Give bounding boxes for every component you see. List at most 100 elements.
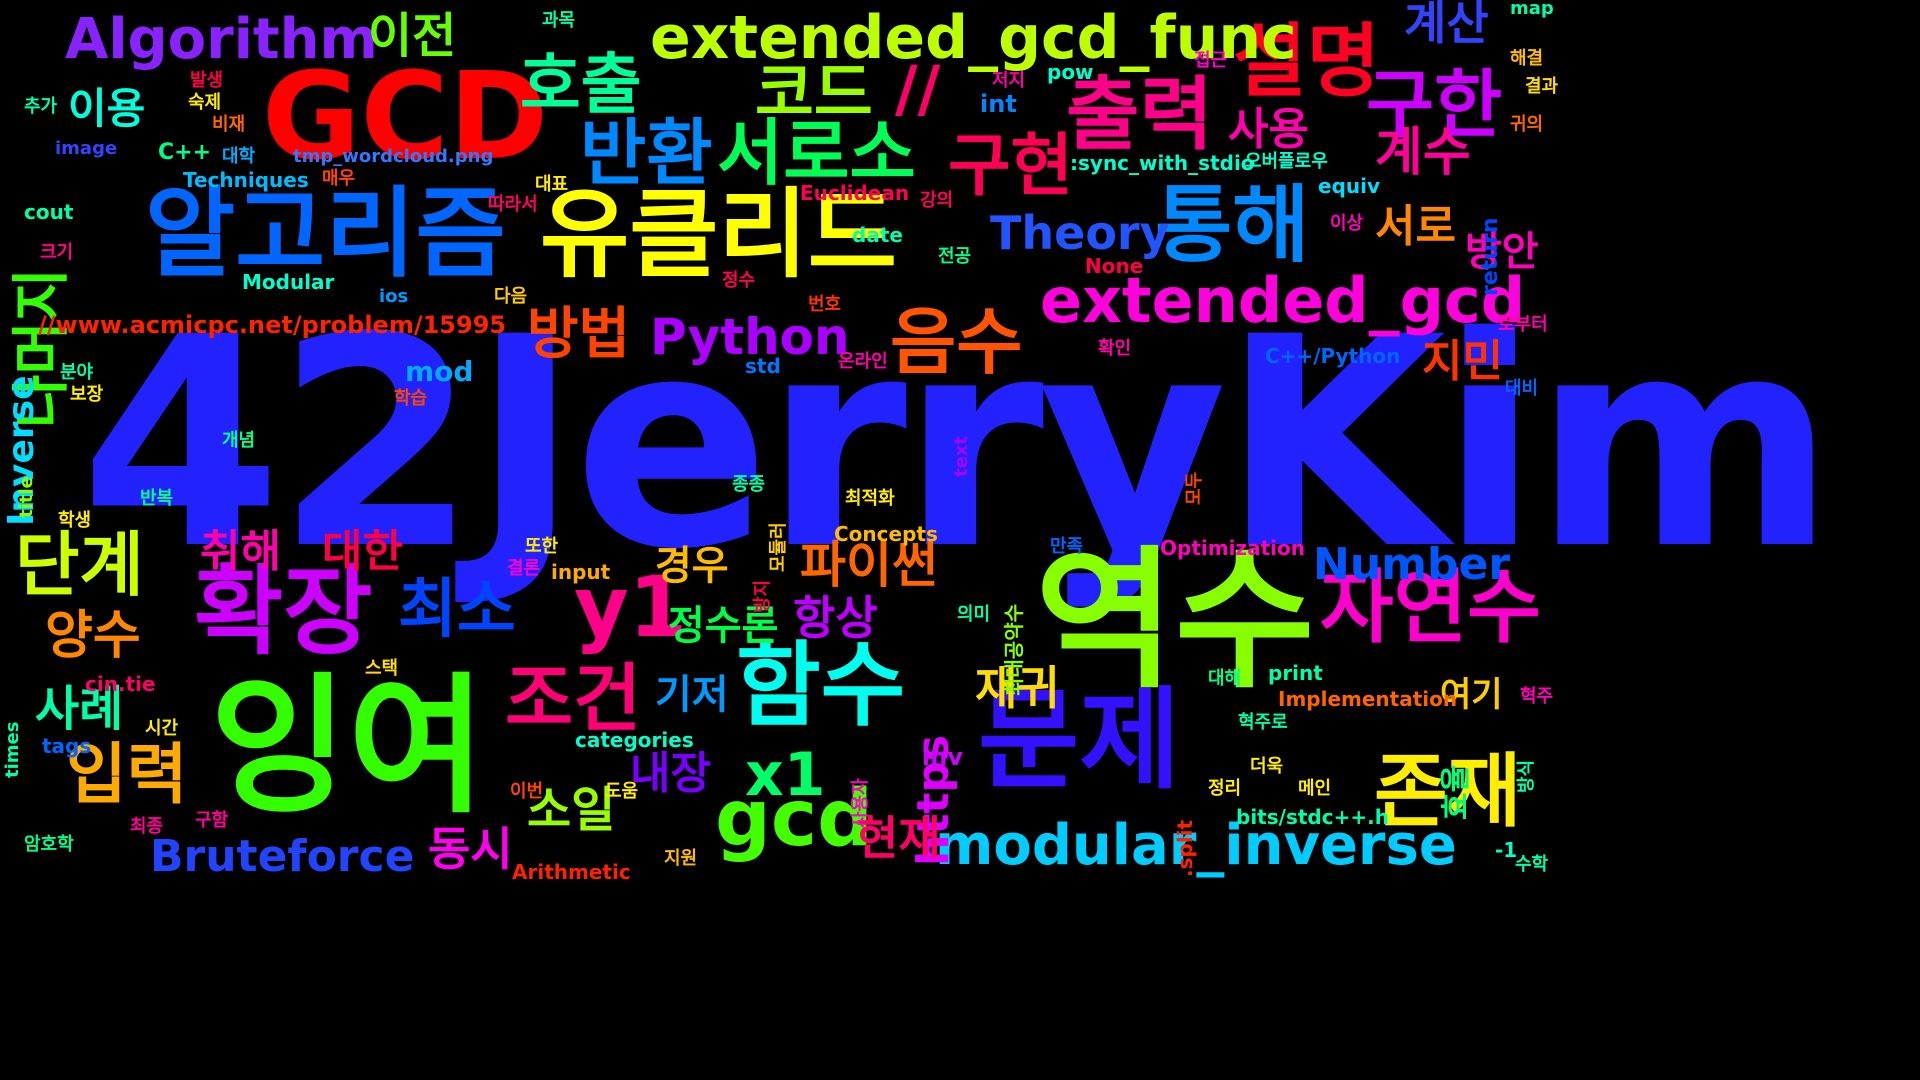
word-Algorithm: Algorithm: [65, 7, 378, 72]
word-solve: 해결: [1510, 48, 1544, 69]
word-ios: ios: [379, 286, 409, 307]
word-theorem: 정리: [1208, 778, 1242, 799]
word-modular-inverse: modular_inverse: [935, 813, 1457, 878]
word-mutual: 서로: [1375, 201, 1456, 252]
word-print: print: [1268, 661, 1323, 685]
word-int: int: [980, 90, 1017, 118]
word-modulo: 모듈러: [768, 522, 789, 572]
word-42jerrykim: 42JerryKim: [80, 276, 1836, 613]
word-builtin: 내장: [630, 748, 711, 799]
word-bits-stdc: bits/stdc++.h: [1236, 805, 1389, 829]
word-Implementation: Implementation: [1278, 687, 1458, 711]
word-gcd-ko: 최대공약수: [1002, 604, 1026, 696]
word-C++: C++: [158, 140, 212, 165]
word-plan: 방안: [1465, 229, 1539, 275]
word-found: 구한: [1366, 62, 1503, 148]
word-satisfy: 만족: [1050, 536, 1084, 557]
word-categories: categories: [575, 728, 694, 752]
word-nonrecursive: 비재: [212, 114, 246, 135]
word-cin-tie: cin.tie: [85, 672, 156, 696]
word-coprime: 서로소: [717, 111, 916, 195]
word-next: 다음: [494, 286, 528, 307]
word-subject: 과목: [542, 10, 576, 31]
word-conclusion: 결론: [507, 558, 541, 579]
word-Optimization: Optimization: [1160, 536, 1305, 560]
word-user: 사용자: [850, 778, 871, 828]
word-judge: 저지: [992, 70, 1026, 91]
word-x1: x1: [745, 740, 826, 810]
word-inv: inv: [922, 743, 963, 771]
word-function: 함수: [736, 632, 906, 739]
word-lecture: 강의: [920, 190, 954, 211]
word-positive: 양수: [45, 606, 141, 666]
word-efficiency: 효율: [1439, 764, 1474, 820]
word-algorithm-ko: 알고리즘: [145, 177, 506, 291]
word-minus-one: -1: [1495, 838, 1518, 862]
word-sync-with-stdio: :sync_with_stdio: [1070, 151, 1255, 175]
word-gcd: gcd: [715, 774, 873, 864]
word-math: 수학: [1515, 854, 1549, 875]
word-previous: 이전: [368, 8, 457, 64]
word-step: 단계: [15, 524, 144, 606]
word-remainder: 잉여: [210, 660, 487, 834]
word-number-theory: 정수론: [668, 603, 779, 649]
word-problem: 문제: [978, 676, 1181, 804]
word-result: 결과: [1525, 76, 1559, 97]
word-None: None: [1085, 254, 1144, 278]
word-Modular: Modular: [242, 270, 335, 294]
word-explanation: 설명: [1233, 15, 1381, 108]
word-meaning: 의미: [957, 604, 991, 625]
word-code: 코드: [755, 57, 873, 131]
word-base: 기저: [655, 672, 729, 718]
word-approach: 접근: [1194, 50, 1228, 71]
word-hyukju: 혁주: [1520, 686, 1554, 707]
word-using: 이용: [68, 84, 146, 133]
word-output: 출력: [1066, 68, 1214, 161]
word-size: 크기: [40, 242, 74, 263]
word-calculated: 구함: [195, 810, 229, 831]
word-std: std: [745, 354, 781, 378]
word-tmp-wordcloud: tmp_wordcloud.png: [293, 146, 494, 167]
word-double-slash: //: [895, 52, 941, 125]
word-text: text: [951, 435, 972, 477]
word-more-than: 이상: [1330, 213, 1364, 234]
word-all: 모두: [1184, 471, 1205, 505]
word-through: 통해: [1155, 176, 1310, 274]
word-case-study: 사례: [35, 681, 124, 737]
word-optimize: 최적화: [845, 488, 895, 509]
word-university: 대학: [222, 146, 256, 167]
word-representative: 대표: [535, 174, 569, 195]
word-take: 취해: [200, 526, 281, 577]
word-case: 경우: [655, 543, 729, 589]
word-call: 호출: [520, 46, 642, 123]
word-main: 메인: [1298, 778, 1332, 799]
word-number: 번호: [808, 294, 842, 315]
word-tags: tags: [42, 734, 92, 758]
word-cryptography: 암호학: [24, 834, 74, 855]
word-repeat: 반복: [140, 488, 174, 509]
word-date: date: [852, 223, 903, 247]
word-current: 현재: [856, 811, 941, 865]
word-here: 여기: [1440, 675, 1503, 715]
word-extension: 확장: [194, 555, 373, 668]
word-further: 더욱: [1250, 756, 1284, 777]
word-Techniques: Techniques: [183, 168, 309, 192]
word-final: 최종: [130, 816, 164, 837]
word-often: 종종: [732, 474, 766, 495]
word-simultaneous: 동시: [428, 822, 513, 876]
word-coefficient: 계수: [1375, 123, 1471, 183]
word-url: //www.acmicpc.net/problem/15995: [38, 311, 507, 339]
word-implementation: 구현: [948, 127, 1074, 206]
word-Arithmetic: Arithmetic: [512, 860, 631, 884]
word-return-ko: 반환: [580, 111, 713, 195]
word-use: 사용: [1228, 104, 1309, 155]
word-student: 학생: [58, 510, 92, 531]
word-time: 시간: [145, 718, 179, 739]
word-Euclidean: Euclidean: [800, 181, 910, 205]
word-homework: 숙제: [188, 92, 222, 113]
word-concept: 개념: [222, 430, 256, 451]
word-split: .split: [1173, 819, 1197, 877]
word-Concepts: Concepts: [834, 522, 938, 546]
word-overflow: 오버플로우: [1245, 151, 1328, 172]
